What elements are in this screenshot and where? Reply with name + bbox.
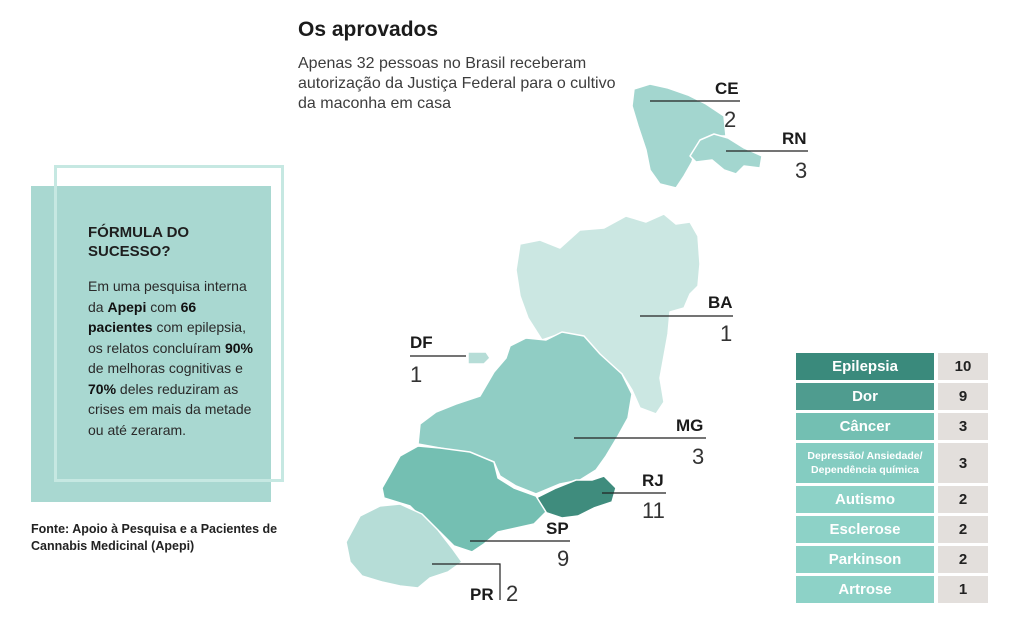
- state-label-sp: SP: [546, 519, 569, 538]
- state-label-pr: PR: [470, 585, 494, 604]
- state-label-rj: RJ: [642, 471, 664, 490]
- page-title: Os aprovados: [298, 18, 439, 41]
- state-count-pr: 2: [506, 581, 518, 606]
- condition-count: 1: [938, 576, 988, 603]
- condition-label: Dor: [796, 383, 934, 410]
- state-label-rn: RN: [782, 129, 807, 148]
- source-note: Fonte: Apoio à Pesquisa e a Pacientes de…: [31, 522, 278, 553]
- state-count-rn: 3: [795, 158, 807, 183]
- state-label-mg: MG: [676, 416, 703, 435]
- state-count-sp: 9: [557, 546, 569, 571]
- condition-label: Câncer: [796, 413, 934, 440]
- highlight-70: 70%: [88, 380, 117, 397]
- state-shape-sp: [381, 445, 547, 553]
- condition-label: Depressão/ Ansiedade/ Dependência químic…: [796, 443, 934, 483]
- state-label-ce: CE: [715, 79, 739, 98]
- highlight-90: 90%: [224, 339, 253, 356]
- leader-line-pr: [432, 563, 501, 600]
- state-shape-rn: [689, 133, 763, 175]
- condition-count: 2: [938, 516, 988, 543]
- state-count-ce: 2: [724, 107, 736, 132]
- state-count-rj: 11: [642, 498, 665, 523]
- state-shape-pr: [345, 503, 463, 589]
- condition-label: Esclerose: [796, 516, 934, 543]
- state-shape-rj: [535, 475, 617, 519]
- condition-count: 3: [938, 413, 988, 440]
- info-box-background: [31, 186, 271, 502]
- state-count-df: 1: [410, 362, 422, 387]
- condition-count: 10: [938, 353, 988, 380]
- condition-label: Autismo: [796, 486, 934, 513]
- condition-label: Epilepsia: [796, 353, 934, 380]
- condition-label: Parkinson: [796, 546, 934, 573]
- state-label-df: DF: [410, 333, 433, 352]
- state-count-ba: 1: [720, 321, 732, 346]
- state-label-ba: BA: [708, 293, 733, 312]
- info-box-heading: FÓRMULA DO SUCESSO?: [88, 224, 190, 260]
- page-subtitle: Apenas 32 pessoas no Brasil receberam au…: [298, 55, 616, 112]
- info-box-text: Em uma pesquisa interna da Apepi com 66 …: [88, 278, 253, 438]
- condition-count: 3: [938, 443, 988, 483]
- info-box-frame: [54, 165, 284, 482]
- highlight-apepi: Apepi: [107, 298, 147, 315]
- condition-count: 2: [938, 486, 988, 513]
- condition-count: 2: [938, 546, 988, 573]
- condition-label: Artrose: [796, 576, 934, 603]
- condition-count: 9: [938, 383, 988, 410]
- highlight-patients: 66 pacientes: [88, 298, 197, 336]
- state-shape-df: [467, 351, 491, 365]
- state-count-mg: 3: [692, 444, 704, 469]
